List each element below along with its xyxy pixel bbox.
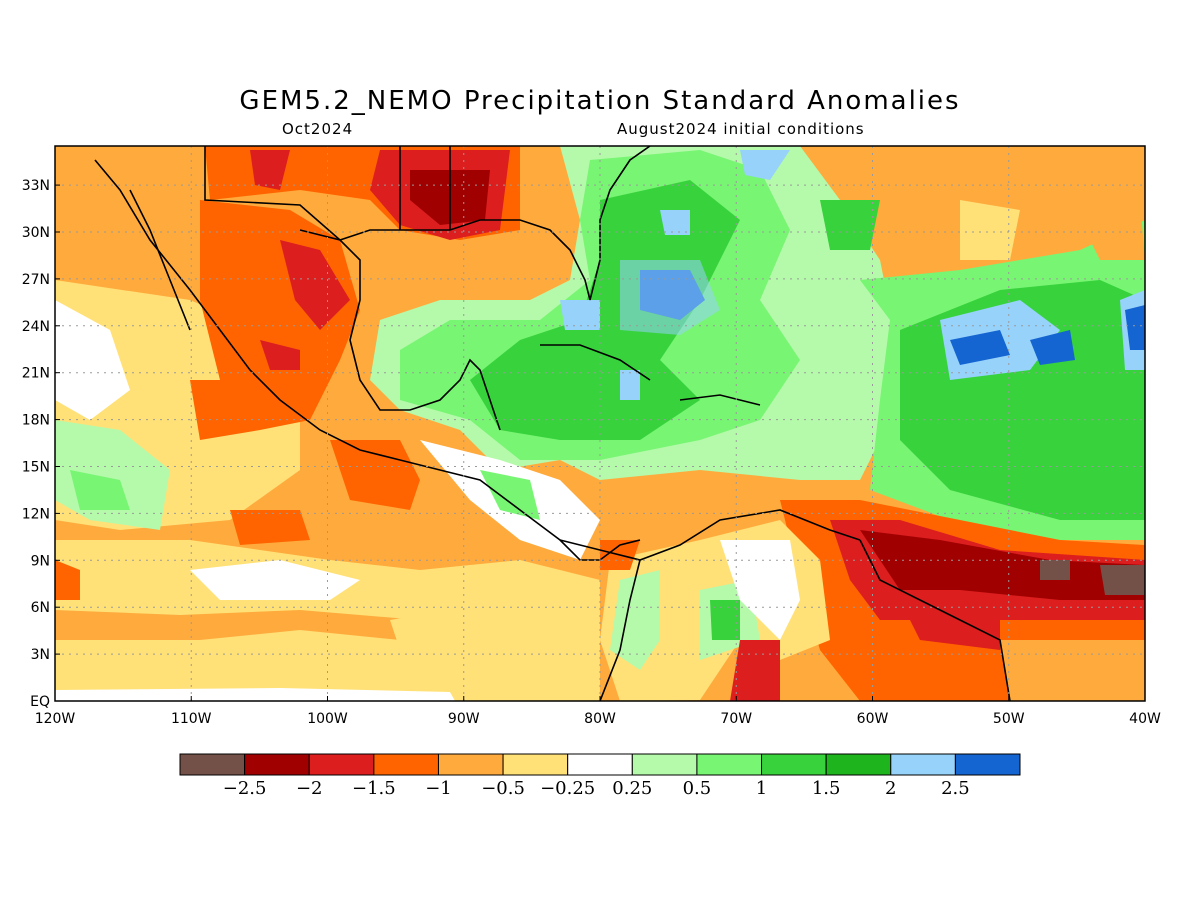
longitude-tick-label: 80W	[584, 711, 616, 727]
colorbar-swatch	[631, 753, 698, 776]
latitude-tick-label: 24N	[22, 319, 50, 335]
longitude-tick-label: 40W	[1129, 711, 1161, 727]
colorbar-label: 0.5	[683, 778, 712, 799]
colorbar-label: −1	[425, 778, 452, 799]
latitude-tick-label: 30N	[22, 225, 50, 241]
colorbar-label: 1.5	[812, 778, 841, 799]
latitude-tick-label: 3N	[31, 647, 50, 663]
colorbar-swatch	[761, 753, 827, 776]
colorbar-label: 2	[885, 778, 896, 799]
colorbar-label: −2	[296, 778, 323, 799]
longitude-tick-label: 100W	[307, 711, 348, 727]
colorbar: −2.5 −2 −1.5 −1 −0.5 −0.25 0.25 0.5 1 1.5 2 2.5	[179, 753, 1021, 799]
colorbar-label: 0.25	[612, 778, 652, 799]
longitude-tick-label: 70W	[720, 711, 752, 727]
longitude-tick-label: 90W	[448, 711, 480, 727]
colorbar-swatch	[567, 753, 633, 776]
colorbar-label: 1	[756, 778, 767, 799]
longitude-tick-label: 120W	[35, 711, 76, 727]
longitude-tick-label: 50W	[993, 711, 1025, 727]
colorbar-swatch	[696, 753, 763, 776]
colorbar-swatch	[825, 753, 892, 776]
colorbar-swatch	[954, 753, 1021, 776]
initial-conditions: August2024 initial conditions	[617, 120, 865, 138]
latitude-tick-label: 18N	[22, 413, 50, 429]
colorbar-label: −0.25	[540, 778, 595, 799]
latitude-tick-label: 33N	[22, 178, 50, 194]
latitude-tick-label: 21N	[22, 366, 50, 382]
colorbar-swatch	[437, 753, 504, 776]
latitude-tick-label: 12N	[22, 506, 50, 522]
forecast-month: Oct2024	[282, 120, 354, 138]
colorbar-label: −0.5	[481, 778, 525, 799]
longitude-tick-label: 110W	[171, 711, 212, 727]
colorbar-label: −1.5	[352, 778, 396, 799]
graticule	[55, 146, 1145, 701]
latitude-tick-label: 6N	[31, 600, 50, 616]
colorbar-label: 2.5	[941, 778, 970, 799]
colorbar-swatch	[373, 753, 439, 776]
longitude-tick-label: 60W	[857, 711, 889, 727]
latitude-tick-label: 15N	[22, 459, 50, 475]
latitude-tick-label: 9N	[31, 553, 50, 569]
latitude-tick-label: EQ	[30, 694, 50, 710]
colorbar-swatch	[890, 753, 956, 776]
colorbar-swatch	[308, 753, 375, 776]
colorbar-label: −2.5	[223, 778, 267, 799]
colorbar-swatch	[179, 753, 246, 776]
latitude-tick-label: 27N	[22, 272, 50, 288]
coastlines	[94, 146, 1011, 701]
colorbar-swatch	[244, 753, 310, 776]
colorbar-swatch	[502, 753, 569, 776]
latitude-labels: 33N 30N 27N 24N 21N 18N 15N 12N 9N 6N 3N EQ	[22, 178, 60, 710]
map-title: GEM5.2_NEMO Precipitation Standard Anoma…	[239, 86, 961, 116]
longitude-labels: 120W 110W 100W 90W 80W 70W 60W 50W 40W	[35, 696, 1161, 727]
